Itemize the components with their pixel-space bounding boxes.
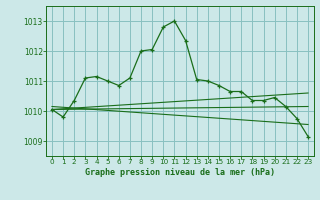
X-axis label: Graphe pression niveau de la mer (hPa): Graphe pression niveau de la mer (hPa): [85, 168, 275, 177]
